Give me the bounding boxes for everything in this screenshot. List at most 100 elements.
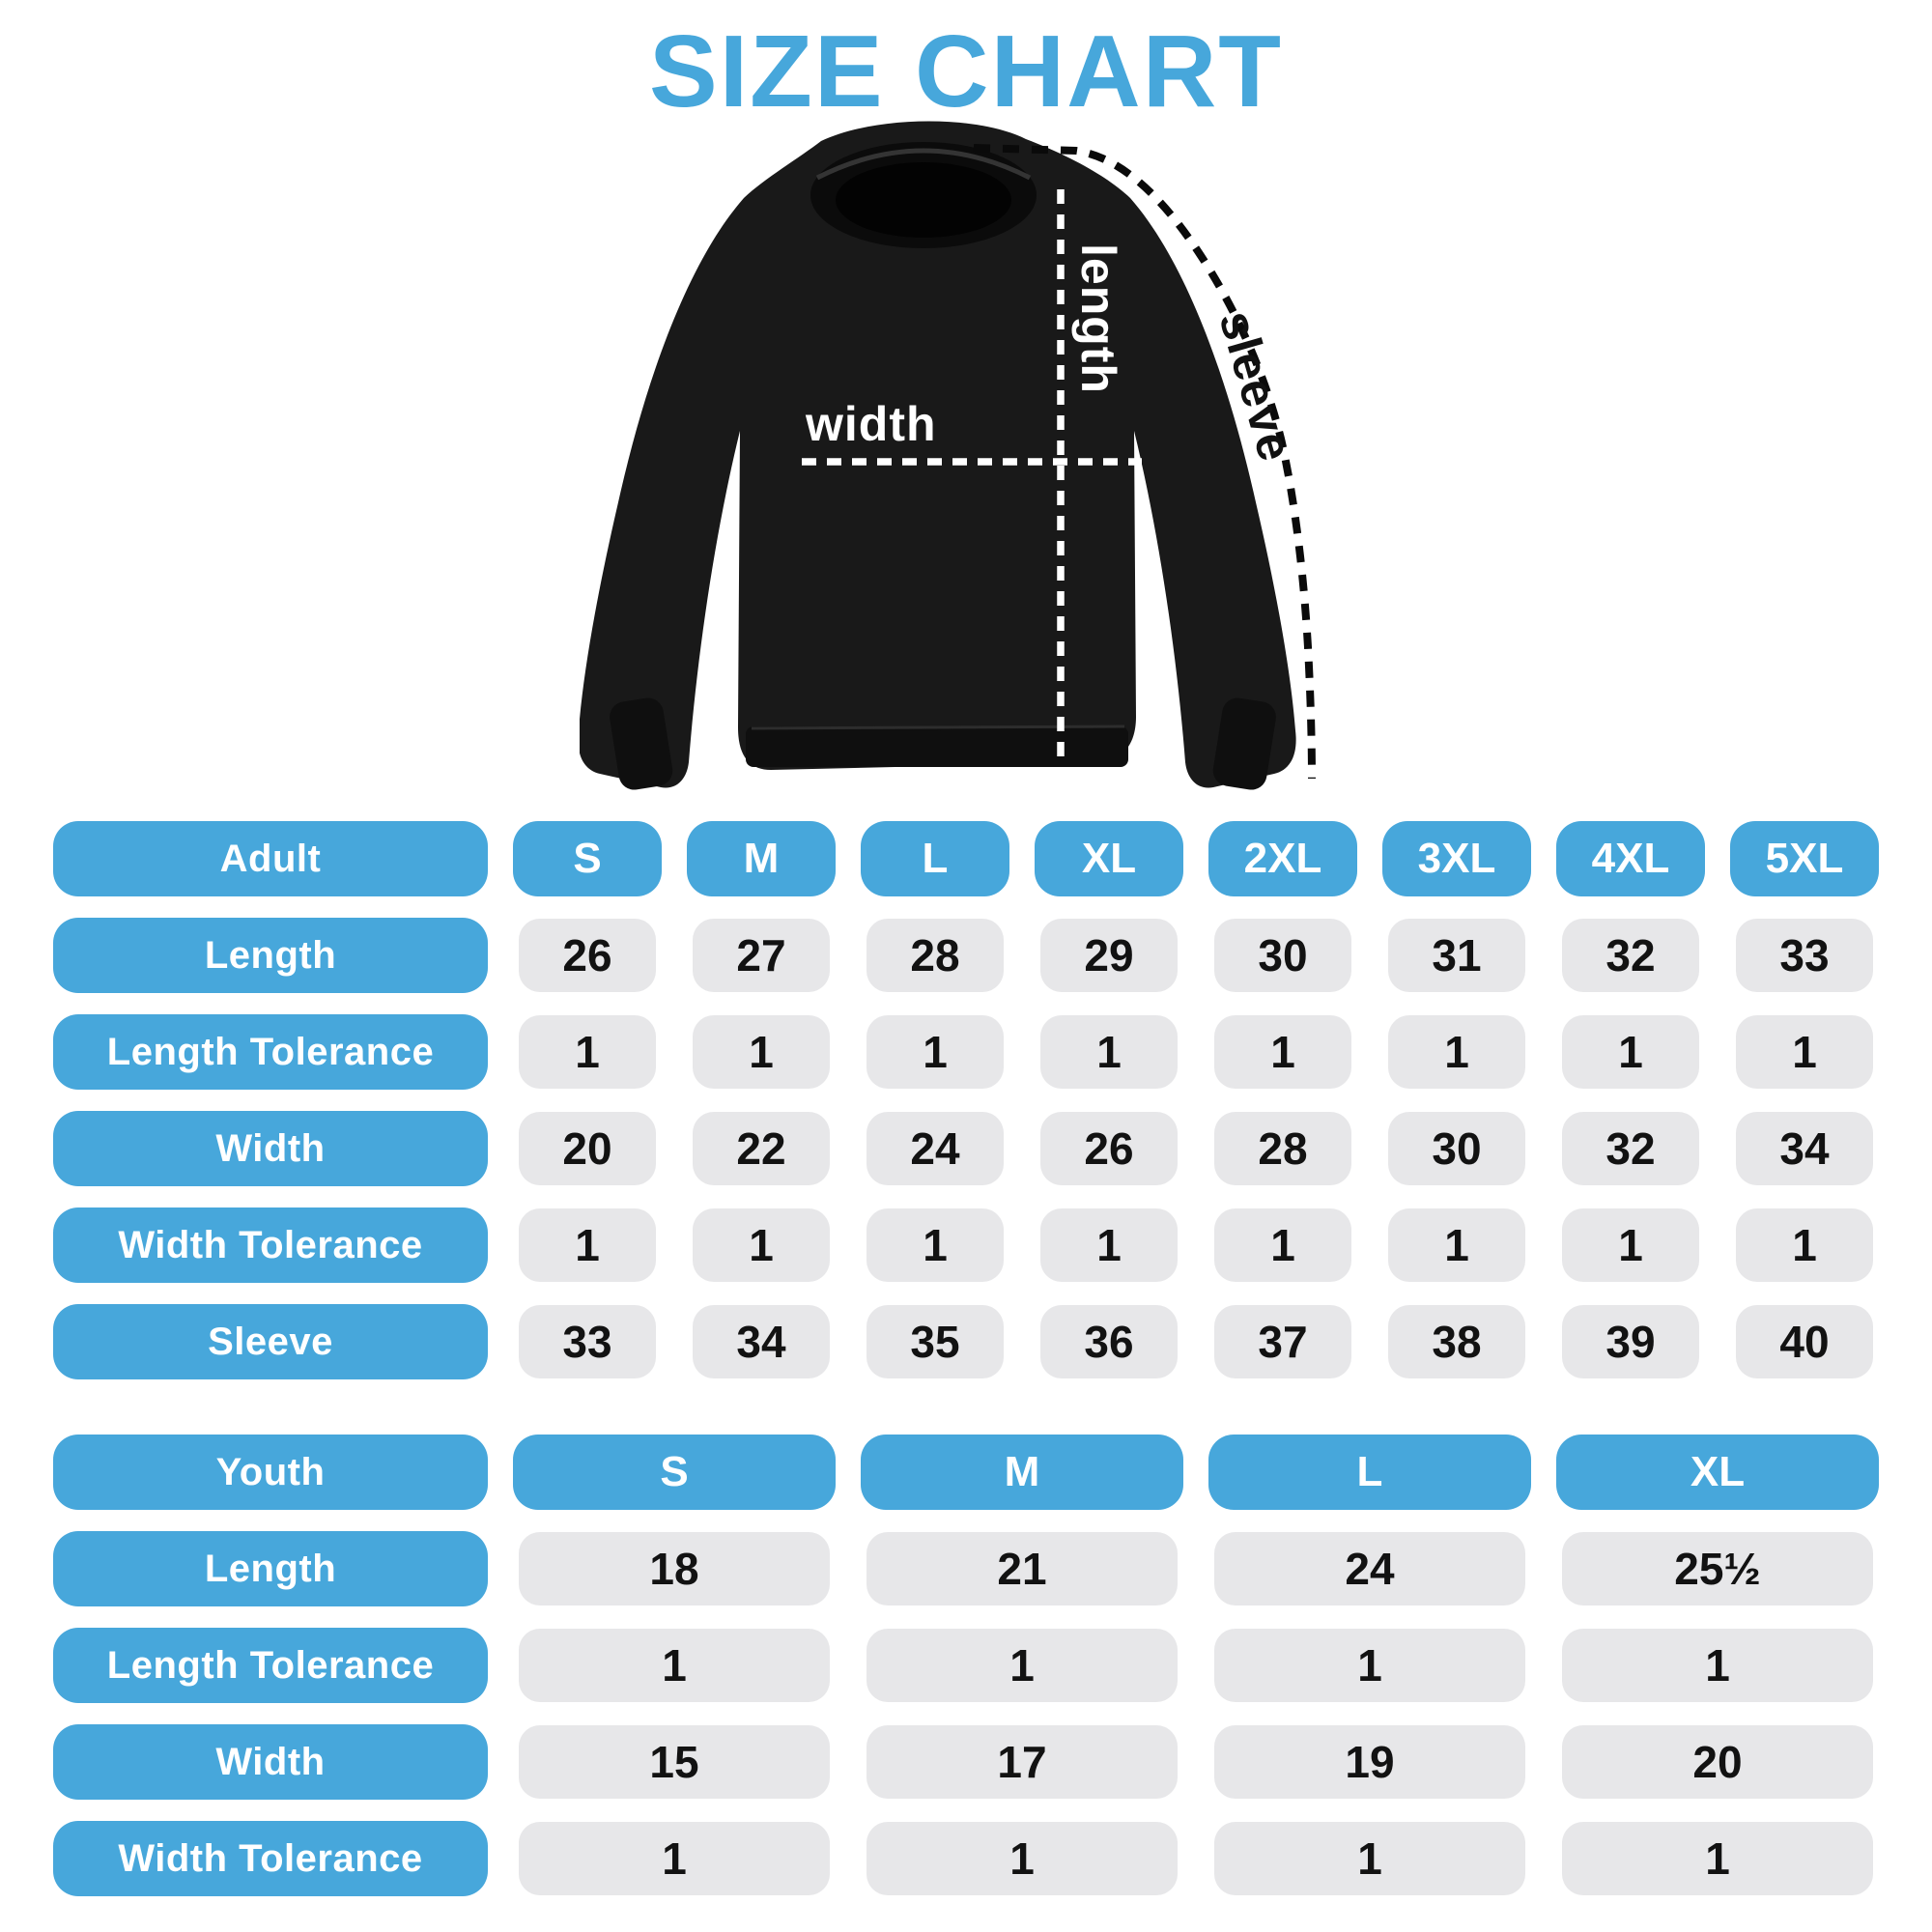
table-row: Width 15 17 19 20 <box>53 1724 1879 1800</box>
size-value-cell: 39 <box>1562 1305 1699 1378</box>
row-label-pill: Sleeve <box>53 1304 488 1379</box>
size-value-cell: 24 <box>867 1112 1004 1185</box>
page-title: SIZE CHART <box>649 14 1283 128</box>
size-header-pill: S <box>513 1435 836 1510</box>
collar-opening <box>836 162 1011 238</box>
size-header-pill: XL <box>1556 1435 1879 1510</box>
size-header-pill: S <box>513 821 662 896</box>
size-header-pill: 4XL <box>1556 821 1705 896</box>
sweatshirt-body <box>580 121 1296 788</box>
size-value-cell: 1 <box>1736 1015 1873 1089</box>
size-value-cell: 37 <box>1214 1305 1351 1378</box>
size-value-cell: 25½ <box>1562 1532 1873 1605</box>
table-row: Sleeve 33 34 35 36 37 38 39 40 <box>53 1304 1879 1379</box>
size-value-cell: 33 <box>1736 919 1873 992</box>
size-value-cell: 27 <box>693 919 830 992</box>
table-header-row: Youth S M L XL <box>53 1435 1879 1510</box>
length-measure-label: length <box>1071 243 1125 394</box>
width-measure-label: width <box>805 397 937 451</box>
size-value-cell: 1 <box>1040 1015 1178 1089</box>
size-value-cell: 15 <box>519 1725 830 1799</box>
left-cuff <box>610 697 673 790</box>
size-value-cell: 1 <box>1214 1629 1525 1702</box>
size-value-cell: 1 <box>519 1208 656 1282</box>
sweatshirt-image: length width sleeve <box>580 121 1316 790</box>
size-header-pill: M <box>687 821 836 896</box>
size-value-cell: 33 <box>519 1305 656 1378</box>
size-header-pill: XL <box>1035 821 1183 896</box>
collar-highlight <box>815 148 1032 181</box>
size-value-cell: 1 <box>1214 1208 1351 1282</box>
size-value-cell: 31 <box>1388 919 1525 992</box>
size-value-cell: 38 <box>1388 1305 1525 1378</box>
size-value-cell: 18 <box>519 1532 830 1605</box>
size-header-pill: L <box>1208 1435 1531 1510</box>
hem-band <box>746 726 1128 767</box>
size-value-cell: 21 <box>867 1532 1178 1605</box>
row-label-pill: Length <box>53 1531 488 1606</box>
sweatshirt-measurement-diagram: length width sleeve <box>580 97 1352 831</box>
size-value-cell: 24 <box>1214 1532 1525 1605</box>
size-value-cell: 1 <box>1388 1208 1525 1282</box>
sleeve-measure-line <box>973 144 1316 780</box>
size-value-cell: 26 <box>1040 1112 1178 1185</box>
table-row: Width 20 22 24 26 28 30 32 34 <box>53 1111 1879 1186</box>
adult-size-table: Adult S M L XL 2XL 3XL 4XL 5XL Length 26 27 28 29 30 31… <box>53 821 1879 1379</box>
size-value-cell: 32 <box>1562 1112 1699 1185</box>
size-value-cell: 1 <box>1562 1822 1873 1895</box>
size-value-cell: 30 <box>1214 919 1351 992</box>
size-value-cell: 1 <box>1214 1015 1351 1089</box>
table-row: Length 26 27 28 29 30 31 32 33 <box>53 918 1879 993</box>
size-header-pill: 3XL <box>1382 821 1531 896</box>
row-label-pill: Width Tolerance <box>53 1208 488 1283</box>
row-label-pill: Width <box>53 1111 488 1186</box>
table-row: Length 18 21 24 25½ <box>53 1531 1879 1606</box>
size-header-pill: L <box>861 821 1009 896</box>
size-value-cell: 29 <box>1040 919 1178 992</box>
size-value-cell: 1 <box>519 1822 830 1895</box>
size-value-cell: 26 <box>519 919 656 992</box>
size-value-cell: 40 <box>1736 1305 1873 1378</box>
size-header-pill: M <box>861 1435 1183 1510</box>
table-row: Length Tolerance 1 1 1 1 1 1 1 1 <box>53 1014 1879 1090</box>
size-value-cell: 34 <box>693 1305 830 1378</box>
size-value-cell: 17 <box>867 1725 1178 1799</box>
size-value-cell: 28 <box>867 919 1004 992</box>
row-label-pill: Width Tolerance <box>53 1821 488 1896</box>
size-value-cell: 28 <box>1214 1112 1351 1185</box>
size-value-cell: 1 <box>519 1629 830 1702</box>
hem-seam <box>751 724 1125 730</box>
size-value-cell: 1 <box>1562 1208 1699 1282</box>
right-cuff <box>1212 697 1276 790</box>
row-label-pill: Length Tolerance <box>53 1014 488 1090</box>
table-header-row: Adult S M L XL 2XL 3XL 4XL 5XL <box>53 821 1879 896</box>
size-value-cell: 22 <box>693 1112 830 1185</box>
table-row: Width Tolerance 1 1 1 1 1 1 1 1 <box>53 1208 1879 1283</box>
row-label-pill: Length <box>53 918 488 993</box>
table-title-pill: Adult <box>53 821 488 896</box>
row-label-pill: Length Tolerance <box>53 1628 488 1703</box>
size-value-cell: 1 <box>1562 1015 1699 1089</box>
size-value-cell: 1 <box>519 1015 656 1089</box>
size-header-pill: 5XL <box>1730 821 1879 896</box>
size-value-cell: 32 <box>1562 919 1699 992</box>
size-value-cell: 1 <box>693 1015 830 1089</box>
size-value-cell: 20 <box>1562 1725 1873 1799</box>
size-value-cell: 1 <box>693 1208 830 1282</box>
size-value-cell: 20 <box>519 1112 656 1185</box>
table-row: Width Tolerance 1 1 1 1 <box>53 1821 1879 1896</box>
table-title-pill: Youth <box>53 1435 488 1510</box>
size-value-cell: 1 <box>1040 1208 1178 1282</box>
size-value-cell: 35 <box>867 1305 1004 1378</box>
size-value-cell: 34 <box>1736 1112 1873 1185</box>
size-value-cell: 1 <box>1388 1015 1525 1089</box>
size-value-cell: 1 <box>867 1015 1004 1089</box>
size-value-cell: 1 <box>867 1629 1178 1702</box>
size-value-cell: 1 <box>1736 1208 1873 1282</box>
size-value-cell: 1 <box>867 1822 1178 1895</box>
size-value-cell: 19 <box>1214 1725 1525 1799</box>
row-label-pill: Width <box>53 1724 488 1800</box>
size-value-cell: 1 <box>867 1208 1004 1282</box>
size-value-cell: 30 <box>1388 1112 1525 1185</box>
size-header-pill: 2XL <box>1208 821 1357 896</box>
